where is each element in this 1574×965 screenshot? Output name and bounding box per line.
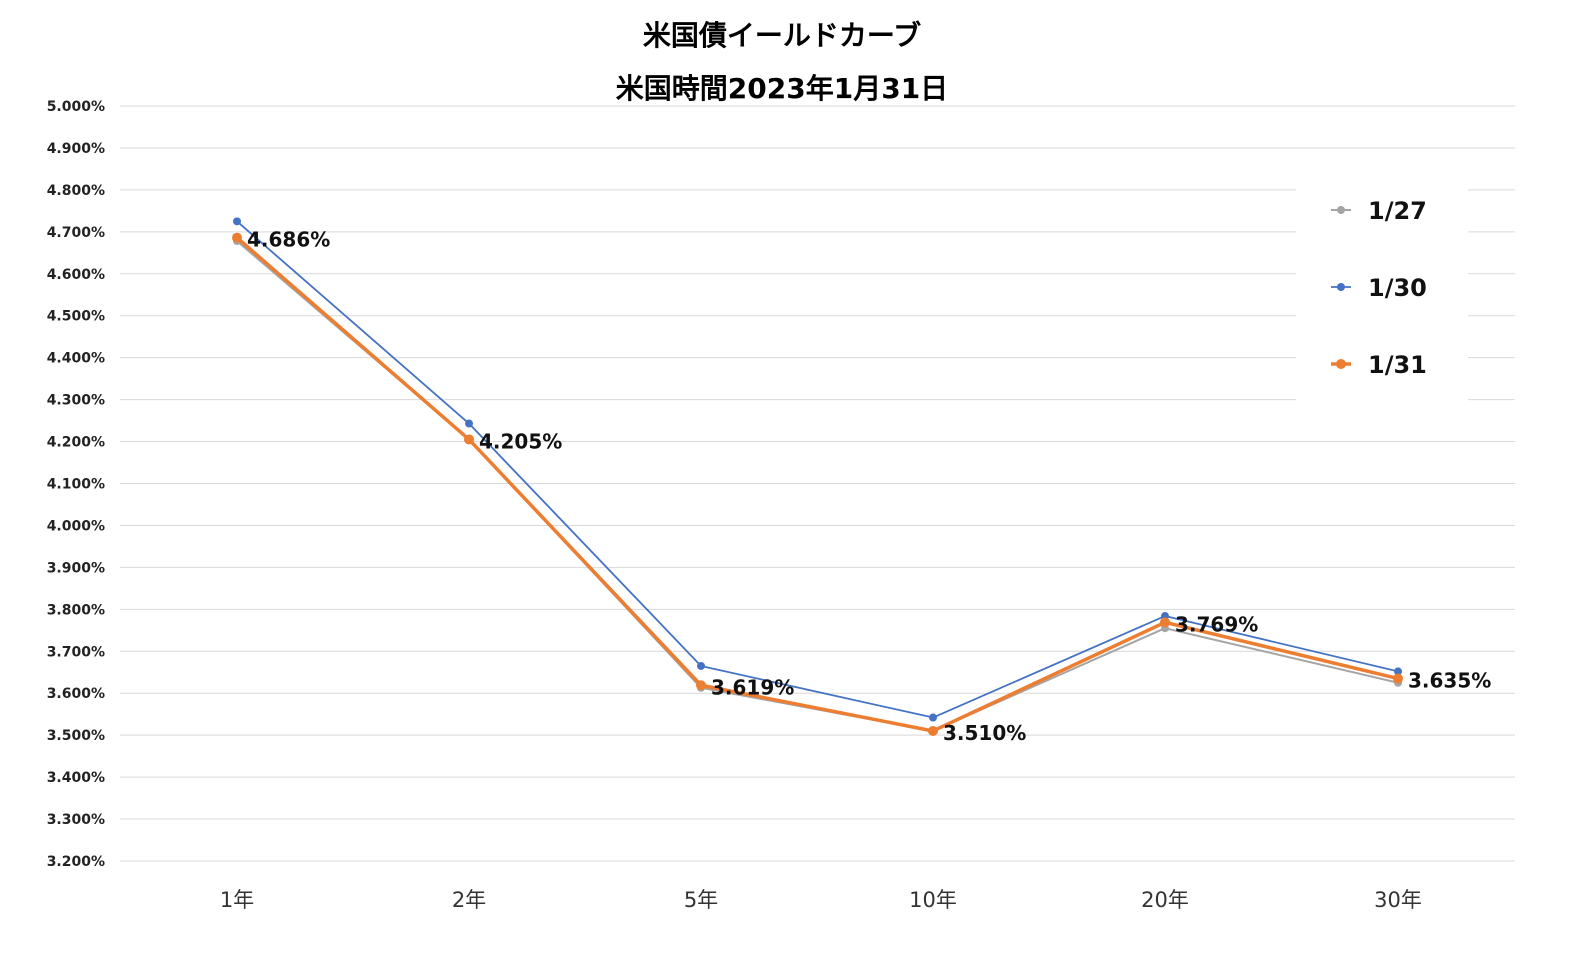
y-tick-label: 4.300%: [47, 393, 105, 409]
data-point: [233, 217, 241, 226]
legend-swatch-marker: [1337, 283, 1345, 291]
y-tick-label: 3.500%: [47, 728, 105, 744]
data-point: [232, 232, 242, 243]
series-line: [235, 236, 1399, 733]
y-tick-label: 3.700%: [47, 644, 105, 660]
y-tick-label: 5.000%: [47, 99, 105, 115]
data-label: 3.619%: [711, 675, 794, 699]
y-tick-label: 3.600%: [47, 686, 105, 702]
data-label: 3.510%: [943, 721, 1026, 745]
series-1-31: [232, 232, 1403, 736]
legend-item: 1/31: [1331, 351, 1427, 379]
x-tick-label: 10年: [909, 888, 957, 912]
y-tick-label: 4.600%: [47, 267, 105, 283]
data-label: 4.686%: [247, 228, 330, 252]
y-tick-label: 4.800%: [47, 183, 105, 199]
y-tick-label: 4.500%: [47, 309, 105, 325]
y-tick-label: 4.400%: [47, 351, 105, 367]
x-tick-label: 5年: [684, 888, 718, 912]
y-tick-label: 4.100%: [47, 477, 105, 493]
data-labels: 4.686% 4.205% 3.619% 3.510% 3.769% 3.635%: [247, 228, 1491, 745]
y-axis-ticks: 5.000% 4.900% 4.800% 4.700% 4.600% 4.500% 4.40…: [47, 99, 105, 870]
data-label: 3.635%: [1408, 669, 1491, 693]
y-tick-label: 3.800%: [47, 602, 105, 618]
data-point: [1160, 617, 1170, 628]
legend: 1/27 1/30 1/31: [1296, 175, 1468, 403]
x-tick-label: 1年: [220, 888, 254, 912]
series-line: [236, 240, 1399, 732]
data-point: [928, 725, 938, 736]
data-point: [464, 434, 474, 445]
series-1-27: [233, 237, 1402, 735]
x-tick-label: 20年: [1141, 888, 1189, 912]
x-axis-ticks: 1年 2年 5年 10年 20年 30年: [220, 888, 1422, 912]
legend-background: [1296, 175, 1468, 403]
x-tick-label: 30年: [1374, 888, 1422, 912]
y-tick-label: 4.200%: [47, 435, 105, 451]
data-label: 4.205%: [479, 429, 562, 453]
x-tick-label: 2年: [452, 888, 486, 912]
legend-swatch-marker: [1336, 359, 1346, 369]
y-tick-label: 3.900%: [47, 560, 105, 576]
legend-item: 1/30: [1331, 274, 1427, 302]
data-point: [1394, 667, 1402, 676]
data-point: [1393, 673, 1403, 684]
y-tick-label: 3.200%: [47, 854, 105, 870]
data-label: 3.769%: [1175, 612, 1258, 636]
legend-item: 1/27: [1331, 197, 1427, 225]
y-tick-label: 4.900%: [47, 141, 105, 157]
y-tick-label: 3.300%: [47, 812, 105, 828]
legend-label: 1/27: [1368, 197, 1427, 225]
chart-subtitle: 米国時間2023年1月31日: [616, 72, 948, 105]
series-1-30: [233, 217, 1402, 722]
legend-label: 1/30: [1368, 274, 1427, 302]
y-tick-label: 3.400%: [47, 770, 105, 786]
legend-swatch-marker: [1337, 206, 1345, 214]
y-tick-label: 4.000%: [47, 518, 105, 534]
y-tick-label: 4.700%: [47, 225, 105, 241]
data-point: [465, 419, 473, 428]
legend-label: 1/31: [1368, 351, 1427, 379]
data-point: [929, 713, 937, 722]
data-point: [697, 661, 705, 670]
series-layer: [232, 217, 1403, 736]
chart-title: 米国債イールドカーブ: [643, 19, 921, 52]
series-line: [236, 220, 1399, 719]
data-point: [696, 680, 706, 691]
